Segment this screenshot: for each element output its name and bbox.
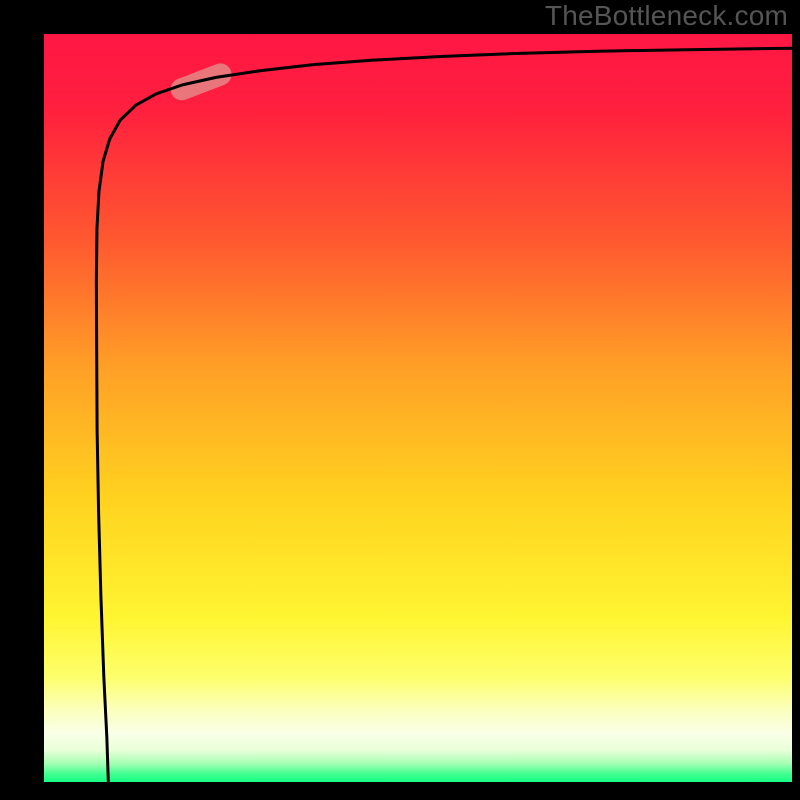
chart-stage: TheBottleneck.com xyxy=(0,0,800,800)
chart-svg xyxy=(0,0,800,800)
plot-background-gradient xyxy=(44,34,792,782)
watermark-text: TheBottleneck.com xyxy=(545,0,788,32)
